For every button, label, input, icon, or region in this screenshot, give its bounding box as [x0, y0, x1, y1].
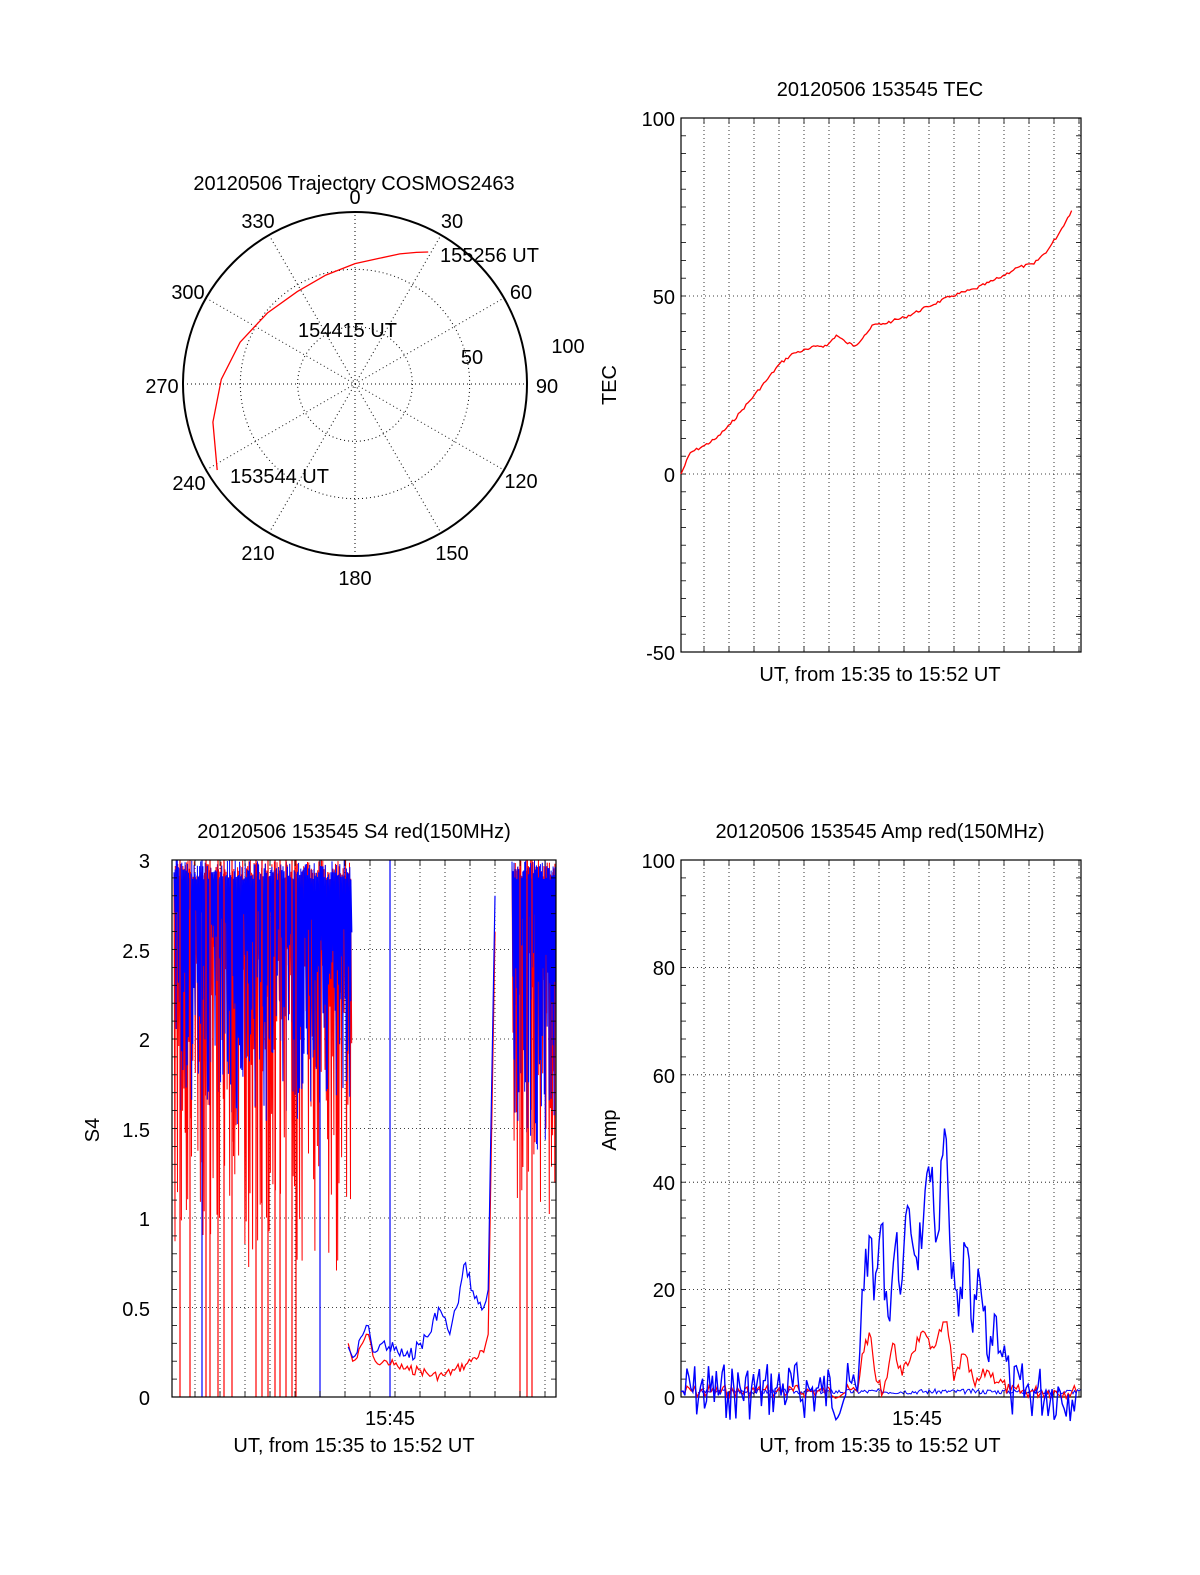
az-label-150: 150 [435, 543, 468, 565]
az-label-300: 300 [171, 282, 204, 304]
s4-red-series-line [347, 931, 496, 1383]
az-label-60: 60 [510, 282, 532, 304]
amp-ytick-60: 60 [653, 1066, 675, 1088]
polar-range-ring-0 [297, 326, 413, 442]
az-label-270: 270 [145, 376, 178, 398]
tec-ytick-minus50: -50 [646, 643, 675, 665]
polar-annotation-start: 153544 UT [230, 466, 329, 488]
s4-ylabel: S4 [82, 1118, 104, 1142]
amp-ytick-80: 80 [653, 958, 675, 980]
polar-radial-label-50: 50 [461, 347, 483, 369]
az-label-120: 120 [504, 471, 537, 493]
s4-ticks [172, 859, 556, 1398]
tec-panel: 20120506 153545 TEC 100 50 0 -50 TEC UT,… [599, 79, 1082, 686]
polar-annotation-end: 155256 UT [440, 245, 539, 267]
polar-azimuth-labels: 0 30 60 90 120 150 180 210 240 270 300 3… [145, 187, 558, 590]
s4-blue-series-line [347, 895, 496, 1362]
amp-ytick-20: 20 [653, 1280, 675, 1302]
amp-blue-series-line [680, 1128, 1077, 1422]
amp-plot-frame [680, 859, 1082, 1398]
tec-title: 20120506 153545 TEC [777, 79, 983, 101]
az-label-180: 180 [338, 568, 371, 590]
amp-ylabel: Amp [599, 1109, 621, 1150]
az-label-210: 210 [241, 543, 274, 565]
s4-xlabel: UT, from 15:35 to 15:52 UT [233, 1435, 474, 1457]
polar-grid [183, 212, 527, 556]
s4-title: 20120506 153545 S4 red(150MHz) [197, 821, 511, 843]
tec-ylabel: TEC [599, 365, 621, 405]
az-label-90: 90 [536, 376, 558, 398]
amp-panel: 20120506 153545 Amp red(150MHz) 100 80 6… [599, 821, 1082, 1457]
polar-annotation-mid: 154415 UT [298, 320, 397, 342]
az-label-240: 240 [172, 473, 205, 495]
az-label-330: 330 [241, 211, 274, 233]
tec-grid [681, 118, 1081, 652]
az-label-30: 30 [441, 211, 463, 233]
tec-ticks [681, 117, 1081, 653]
s4-panel: 20120506 153545 S4 red(150MHz) 3 2.5 2 1… [82, 821, 557, 1457]
s4-ytick-3: 3 [139, 851, 150, 873]
s4-ytick-0: 0 [139, 1388, 150, 1410]
polar-panel: 20120506 Trajectory COSMOS2463 0 30 60 9… [145, 173, 584, 590]
s4-spike-region [173, 860, 557, 1397]
amp-ytick-40: 40 [653, 1173, 675, 1195]
s4-start-blue-spikes [173, 860, 353, 1125]
tec-xlabel: UT, from 15:35 to 15:52 UT [759, 664, 1000, 686]
tec-ytick-100: 100 [642, 109, 675, 131]
polar-outer-circle [182, 211, 528, 557]
tec-plot-frame [680, 117, 1082, 653]
s4-ytick-1: 1 [139, 1209, 150, 1231]
tec-ytick-0: 0 [664, 465, 675, 487]
s4-xtick-1545: 15:45 [365, 1408, 415, 1430]
s4-ytick-0-5: 0.5 [122, 1299, 150, 1321]
s4-ytick-1-5: 1.5 [122, 1120, 150, 1142]
tec-ytick-50: 50 [653, 287, 675, 309]
polar-spoke-150 [268, 234, 442, 534]
polar-trajectory-line [212, 251, 429, 471]
s4-ytick-2-5: 2.5 [122, 941, 150, 963]
polar-radial-label-100: 100 [551, 336, 584, 358]
amp-xlabel: UT, from 15:35 to 15:52 UT [759, 1435, 1000, 1457]
amp-xtick-1545: 15:45 [892, 1408, 942, 1430]
az-label-0: 0 [349, 187, 360, 209]
amp-grid [681, 860, 1081, 1397]
amp-ticks [681, 859, 1081, 1398]
amp-ytick-0: 0 [664, 1388, 675, 1410]
s4-ytick-2: 2 [139, 1030, 150, 1052]
amp-ytick-100: 100 [642, 851, 675, 873]
polar-title: 20120506 Trajectory COSMOS2463 [193, 173, 514, 195]
amp-title: 20120506 153545 Amp red(150MHz) [715, 821, 1044, 843]
tec-series-line [680, 210, 1073, 475]
